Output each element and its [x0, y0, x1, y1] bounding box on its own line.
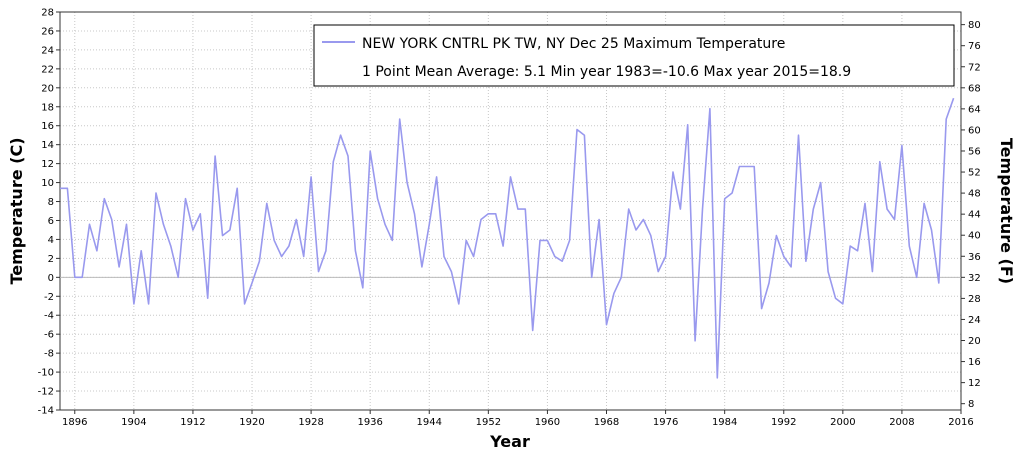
y-tick-label-left: 20	[41, 83, 54, 94]
legend-line-2: 1 Point Mean Average: 5.1 Min year 1983=…	[362, 64, 851, 80]
x-tick-label: 1912	[180, 417, 205, 428]
y-ticks-left: -14-12-10-8-6-4-202468101214161820222426…	[38, 8, 60, 417]
y-tick-label-right: 8	[968, 399, 974, 410]
y-tick-label-left: 14	[41, 140, 54, 151]
series-line	[60, 97, 955, 379]
y-tick-label-left: -6	[44, 330, 54, 341]
x-tick-label: 1952	[476, 417, 501, 428]
x-ticks: 1896 1904 1912 1920 1928 1936 1944 1952 1960 1968…	[62, 410, 974, 428]
y-axis-title-right: Temperature (F)	[997, 138, 1016, 284]
x-tick-label: 1992	[771, 417, 796, 428]
y-tick-label-left: 22	[41, 64, 54, 75]
x-tick-label: 1984	[712, 417, 737, 428]
y-tick-label-left: -4	[44, 311, 54, 322]
y-tick-label-left: -12	[38, 387, 54, 398]
y-tick-label-left: 8	[48, 197, 54, 208]
y-tick-label-right: 24	[968, 315, 981, 326]
x-tick-label: 1976	[653, 417, 678, 428]
y-tick-label-right: 40	[968, 231, 981, 242]
y-tick-label-right: 68	[968, 83, 981, 94]
y-tick-label-right: 20	[968, 336, 981, 347]
y-tick-label-right: 12	[968, 378, 981, 389]
y-tick-label-right: 56	[968, 146, 981, 157]
y-tick-label-left: 28	[41, 8, 54, 19]
x-tick-label: 2016	[948, 417, 973, 428]
y-tick-label-right: 44	[968, 210, 981, 221]
legend-box	[313, 24, 955, 87]
x-tick-label: 1920	[239, 417, 264, 428]
y-tick-label-right: 48	[968, 189, 981, 200]
y-tick-label-left: -10	[38, 368, 54, 379]
y-tick-label-right: 72	[968, 62, 981, 73]
legend: NEW YORK CNTRL PK TW, NY Dec 25 Maximum …	[313, 24, 955, 87]
x-tick-label: 1944	[417, 417, 442, 428]
y-tick-label-left: -8	[44, 349, 54, 360]
y-tick-label-left: 0	[48, 273, 54, 284]
x-axis-title: Year	[489, 432, 530, 451]
y-tick-label-right: 32	[968, 273, 981, 284]
x-tick-label: 1928	[298, 417, 323, 428]
x-tick-label: 1936	[357, 417, 382, 428]
x-tick-label: 1968	[594, 417, 619, 428]
legend-line-1: NEW YORK CNTRL PK TW, NY Dec 25 Maximum …	[362, 36, 785, 52]
y-tick-label-right: 80	[968, 20, 981, 31]
x-tick-label: 2008	[889, 417, 914, 428]
y-tick-label-left: 16	[41, 121, 54, 132]
y-ticks-right: 8 12 16 20 24 28 32 36 40 44 48 52 56 60 64 68 72 76 80	[961, 20, 981, 410]
y-tick-label-left: 24	[41, 45, 54, 56]
series-group	[60, 97, 955, 379]
x-tick-label: 1960	[535, 417, 560, 428]
y-tick-label-left: 26	[41, 26, 54, 37]
y-tick-label-left: 6	[48, 216, 54, 227]
y-tick-label-right: 76	[968, 41, 981, 52]
x-tick-label: 1896	[62, 417, 87, 428]
y-tick-label-left: -2	[44, 292, 54, 303]
y-tick-label-right: 28	[968, 294, 981, 305]
y-tick-label-left: 2	[48, 254, 54, 265]
x-tick-label: 1904	[121, 417, 146, 428]
y-tick-label-left: 10	[41, 178, 54, 189]
y-tick-label-left: 12	[41, 159, 54, 170]
y-tick-label-right: 36	[968, 252, 981, 263]
y-tick-label-right: 64	[968, 104, 981, 115]
plot-frame	[59, 11, 962, 411]
y-tick-label-right: 52	[968, 168, 981, 179]
y-tick-label-left: -14	[38, 406, 54, 417]
y-tick-label-left: 18	[41, 102, 54, 113]
y-tick-label-left: 4	[48, 235, 54, 246]
x-tick-label: 2000	[830, 417, 855, 428]
y-tick-label-right: 16	[968, 357, 981, 368]
y-tick-label-right: 60	[968, 125, 981, 136]
y-axis-title-left: Temperature (C)	[7, 137, 26, 284]
